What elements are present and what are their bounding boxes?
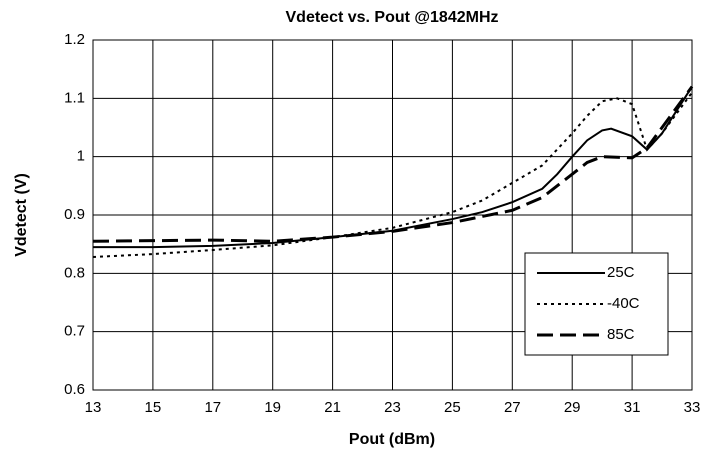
x-tick-label: 15 [145, 399, 162, 416]
x-tick-label: 33 [684, 399, 701, 416]
legend-label: -40C [607, 295, 640, 312]
x-tick-label: 31 [624, 399, 641, 416]
x-tick-label: 29 [564, 399, 581, 416]
y-tick-label: 0.7 [64, 323, 85, 340]
series-line [93, 86, 693, 249]
y-tick-label: 0.8 [64, 264, 85, 281]
y-tick-label: 1 [77, 148, 85, 165]
x-tick-label: 19 [264, 399, 281, 416]
legend-label: 25C [607, 264, 635, 281]
y-axis-label: Vdetect (V) [13, 173, 30, 257]
x-tick-label: 25 [444, 399, 461, 416]
legend-label: 85C [607, 326, 635, 343]
series-line [92, 91, 693, 258]
series-line [92, 85, 694, 243]
y-tick-label: 1.1 [64, 89, 85, 106]
y-tick-label: 1.2 [64, 31, 85, 48]
x-tick-label: 27 [504, 399, 521, 416]
x-tick-label: 21 [324, 399, 341, 416]
chart-title: Vdetect vs. Pout @1842MHz [286, 9, 499, 26]
x-tick-label: 23 [384, 399, 401, 416]
x-tick-label: 13 [85, 399, 102, 416]
y-tick-label: 0.6 [64, 381, 85, 398]
legend-box [524, 252, 669, 356]
y-tick-label: 0.9 [64, 206, 85, 223]
x-axis-label: Pout (dBm) [349, 431, 435, 448]
x-tick-label: 17 [204, 399, 221, 416]
plot-border [92, 39, 693, 391]
